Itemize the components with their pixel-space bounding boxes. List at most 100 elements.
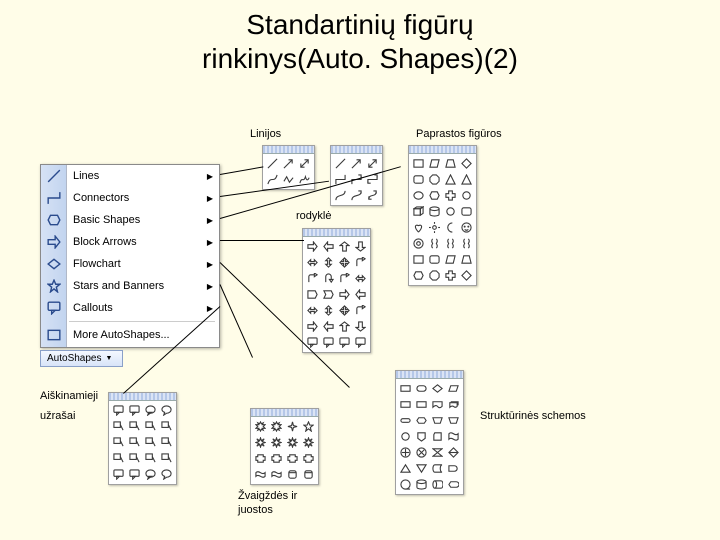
- shape-flow_proc[interactable]: [398, 397, 413, 412]
- shape-flow_man[interactable]: [430, 413, 445, 428]
- shape-ribbon[interactable]: [301, 451, 316, 466]
- shape-flow_data[interactable]: [446, 381, 461, 396]
- shape-dblarrow[interactable]: [297, 156, 312, 171]
- shape-calloutO[interactable]: [143, 467, 158, 482]
- shape-arrowR[interactable]: [337, 287, 352, 302]
- shape-scroll[interactable]: [285, 467, 300, 482]
- shape-calloutC[interactable]: [159, 403, 174, 418]
- shape-flow_sum[interactable]: [398, 445, 413, 460]
- shape-para[interactable]: [443, 252, 458, 267]
- panel-callouts[interactable]: [108, 392, 177, 485]
- panel-flowchart[interactable]: [395, 370, 464, 495]
- shape-triangle[interactable]: [443, 172, 458, 187]
- shape-flow_seq[interactable]: [398, 477, 413, 492]
- shape-flow_man[interactable]: [446, 413, 461, 428]
- shape-star4[interactable]: [285, 419, 300, 434]
- shape-flow_prep[interactable]: [414, 413, 429, 428]
- menu-item-flowchart[interactable]: Flowchart▶: [41, 253, 219, 275]
- shape-arrowBend[interactable]: [305, 271, 320, 286]
- shape-arrowBend[interactable]: [353, 303, 368, 318]
- shape-can[interactable]: [459, 188, 474, 203]
- shape-calloutL[interactable]: [127, 435, 142, 450]
- shape-arrow4[interactable]: [337, 255, 352, 270]
- shape-burst[interactable]: [269, 419, 284, 434]
- shape-chevron[interactable]: [321, 287, 336, 302]
- shape-ellipse[interactable]: [411, 188, 426, 203]
- shape-brace[interactable]: [427, 236, 442, 251]
- shape-calloutR[interactable]: [127, 403, 142, 418]
- shape-plus[interactable]: [443, 268, 458, 283]
- shape-arrowL[interactable]: [321, 319, 336, 334]
- shape-star8[interactable]: [269, 435, 284, 450]
- shape-arrowL[interactable]: [353, 287, 368, 302]
- shape-arrowU[interactable]: [337, 239, 352, 254]
- shape-calloutL[interactable]: [143, 451, 158, 466]
- shape-rrect[interactable]: [459, 204, 474, 219]
- shape-conn_sa[interactable]: [349, 156, 364, 171]
- shape-conn_s[interactable]: [333, 156, 348, 171]
- shape-calloutR[interactable]: [321, 335, 336, 350]
- shape-line[interactable]: [265, 156, 280, 171]
- shape-rrect[interactable]: [411, 172, 426, 187]
- shape-arrowR[interactable]: [305, 239, 320, 254]
- shape-arrowR[interactable]: [305, 319, 320, 334]
- shape-flow_disk[interactable]: [430, 477, 445, 492]
- shape-arrowUT[interactable]: [321, 271, 336, 286]
- shape-hex[interactable]: [427, 188, 442, 203]
- shape-cyl[interactable]: [427, 204, 442, 219]
- shape-flow_conn[interactable]: [398, 429, 413, 444]
- menu-item-stars-and-banners[interactable]: Stars and Banners▶: [41, 275, 219, 297]
- shape-calloutL[interactable]: [143, 435, 158, 450]
- shape-arrowLR[interactable]: [305, 255, 320, 270]
- shape-calloutL[interactable]: [159, 419, 174, 434]
- shape-brace[interactable]: [443, 236, 458, 251]
- shape-flow_multi[interactable]: [446, 397, 461, 412]
- shape-pent[interactable]: [305, 287, 320, 302]
- shape-arrowD[interactable]: [353, 239, 368, 254]
- shape-wave[interactable]: [269, 467, 284, 482]
- menu-item-connectors[interactable]: Connectors▶: [41, 187, 219, 209]
- shape-triangle[interactable]: [459, 172, 474, 187]
- shape-brace[interactable]: [459, 236, 474, 251]
- shape-wave[interactable]: [253, 467, 268, 482]
- shape-conn_sd[interactable]: [365, 156, 380, 171]
- panel-basic-shapes[interactable]: [408, 145, 477, 286]
- shape-ribbon[interactable]: [269, 451, 284, 466]
- shape-oct[interactable]: [427, 268, 442, 283]
- shape-curve[interactable]: [265, 172, 280, 187]
- shape-rect[interactable]: [411, 252, 426, 267]
- shape-arrowBend[interactable]: [353, 255, 368, 270]
- shape-smile[interactable]: [459, 220, 474, 235]
- shape-flow_merge[interactable]: [414, 461, 429, 476]
- shape-flow_off[interactable]: [414, 429, 429, 444]
- shape-heart[interactable]: [411, 220, 426, 235]
- shape-diamond[interactable]: [459, 156, 474, 171]
- menu-item-callouts[interactable]: Callouts▶: [41, 297, 219, 319]
- shape-hex[interactable]: [411, 268, 426, 283]
- shape-trap[interactable]: [443, 156, 458, 171]
- autoshapes-button[interactable]: AutoShapes ▼: [40, 350, 123, 367]
- shape-rect[interactable]: [411, 156, 426, 171]
- shape-flow_proc[interactable]: [414, 397, 429, 412]
- shape-sun[interactable]: [427, 220, 442, 235]
- shape-calloutL[interactable]: [127, 451, 142, 466]
- shape-arrow4[interactable]: [337, 303, 352, 318]
- shape-flow_extract[interactable]: [398, 461, 413, 476]
- shape-calloutL[interactable]: [111, 435, 126, 450]
- shape-can[interactable]: [443, 204, 458, 219]
- shape-diamond[interactable]: [459, 268, 474, 283]
- shape-calloutL[interactable]: [143, 419, 158, 434]
- shape-arrowU[interactable]: [337, 319, 352, 334]
- shape-arrowUD[interactable]: [321, 303, 336, 318]
- shape-arrowUD[interactable]: [321, 255, 336, 270]
- shape-flow_term[interactable]: [398, 413, 413, 428]
- shape-flow_sort[interactable]: [446, 445, 461, 460]
- shape-calloutL[interactable]: [127, 419, 142, 434]
- shape-star8[interactable]: [285, 435, 300, 450]
- shape-trap[interactable]: [459, 252, 474, 267]
- shape-conn_cd[interactable]: [365, 188, 380, 203]
- shape-conn_ca[interactable]: [349, 188, 364, 203]
- shape-star8[interactable]: [301, 435, 316, 450]
- menu-item-basic-shapes[interactable]: Basic Shapes▶: [41, 209, 219, 231]
- shape-scroll[interactable]: [301, 467, 316, 482]
